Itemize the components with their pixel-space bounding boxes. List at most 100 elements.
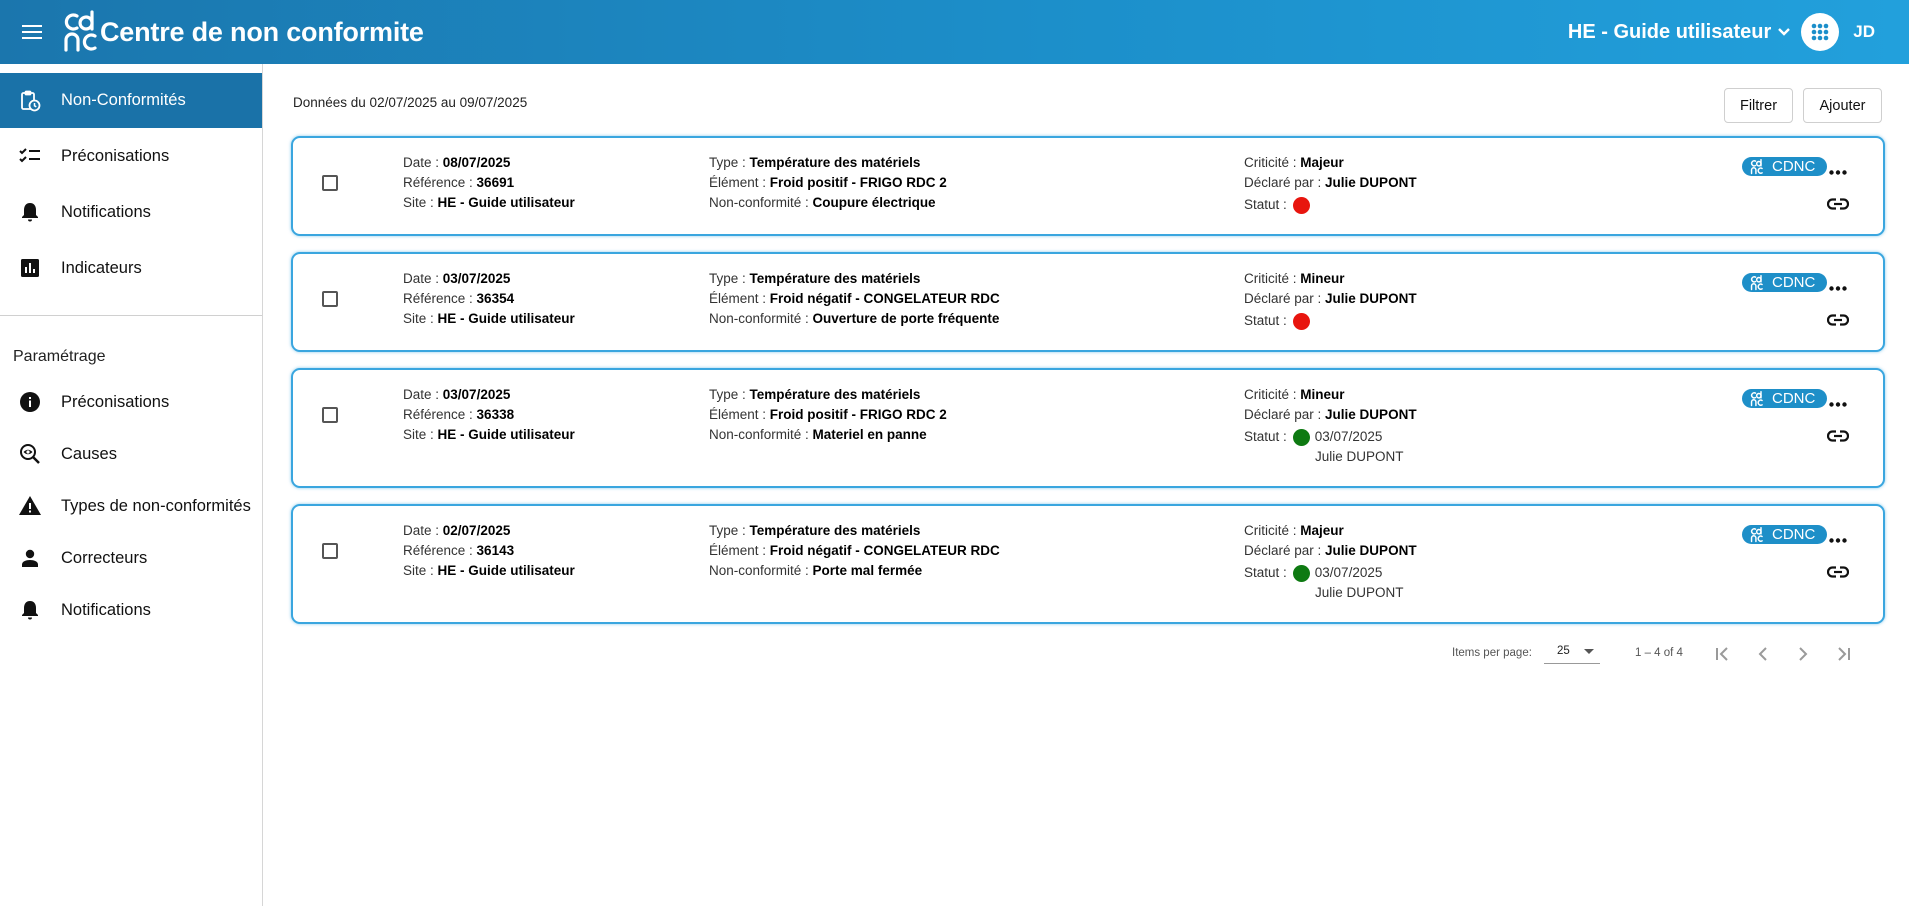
reference-row: Référence : 36338: [403, 407, 515, 422]
element-row: Élément : Froid positif - FRIGO RDC 2: [709, 175, 947, 190]
cdnc-badge[interactable]: CDNC: [1742, 389, 1828, 408]
element-row: Élément : Froid négatif - CONGELATEUR RD…: [709, 543, 1000, 558]
date-value: 03/07/2025: [442, 387, 511, 402]
criticite-row: Criticité : Majeur: [1244, 523, 1344, 538]
select-checkbox[interactable]: [322, 175, 338, 191]
sidebar-item-notifications[interactable]: Notifications: [0, 184, 262, 240]
select-checkbox[interactable]: [322, 407, 338, 423]
site-value: HE - Guide utilisateur: [437, 195, 575, 210]
page-range-label: 1 – 4 of 4: [1635, 647, 1683, 659]
link-button[interactable]: [1826, 192, 1850, 216]
apps-grid-button[interactable]: [1801, 13, 1840, 51]
record-status: Criticité : Majeur Déclaré par : Julie DU…: [1244, 153, 1417, 215]
menu-icon[interactable]: [0, 0, 64, 64]
checklist-icon: [18, 144, 42, 168]
site-selector[interactable]: HE - Guide utilisateur: [1568, 21, 1791, 44]
non-conformity-card[interactable]: Date : 02/07/2025 Référence : 36143 Site :…: [291, 504, 1885, 624]
user-avatar[interactable]: JD: [1853, 22, 1875, 41]
date-value: 03/07/2025: [442, 271, 511, 286]
first-page-icon: [1716, 647, 1728, 661]
person-icon: [18, 546, 42, 570]
status-dot: [1292, 428, 1310, 446]
sidebar-item-label: Non-Conformités: [61, 91, 186, 109]
date-row: Date : 03/07/2025: [403, 387, 511, 402]
non-conformity-card[interactable]: Date : 03/07/2025 Référence : 36338 Site :…: [291, 368, 1885, 488]
criticite-row: Criticité : Mineur: [1244, 271, 1345, 286]
previous-page-button[interactable]: [1749, 640, 1777, 668]
more-options-button[interactable]: [1826, 392, 1850, 416]
reference-row: Référence : 36691: [403, 175, 515, 190]
record-info: Date : 03/07/2025 Référence : 36354 Site :…: [403, 269, 575, 329]
sidebar-item-label: Notifications: [61, 600, 151, 619]
sidebar-item-param-preconisations[interactable]: Préconisations: [0, 376, 262, 428]
element-value: Froid négatif - CONGELATEUR RDC: [769, 543, 1000, 558]
cdnc-badge[interactable]: CDNC: [1742, 525, 1828, 544]
link-icon: [1827, 198, 1849, 210]
first-page-button[interactable]: [1709, 640, 1737, 668]
page-size-select[interactable]: 25: [1544, 638, 1600, 664]
declared-by-row: Déclaré par : Julie DUPONT: [1244, 291, 1417, 306]
sidebar-item-label: Correcteurs: [61, 548, 148, 567]
cdnc-logo-icon: [1750, 526, 1763, 542]
badge-label: CDNC: [1772, 274, 1816, 291]
last-page-icon: [1838, 647, 1850, 661]
date-range-text: Données du 02/07/2025 au 09/07/2025: [293, 95, 528, 110]
sidebar-item-param-notifications[interactable]: Notifications: [0, 584, 262, 636]
sidebar-item-causes[interactable]: Causes: [0, 428, 262, 480]
select-checkbox[interactable]: [322, 543, 338, 559]
sidebar-item-non-conformites[interactable]: Non-Conformités: [0, 73, 262, 128]
more-options-button[interactable]: [1826, 160, 1850, 184]
element-row: Élément : Froid négatif - CONGELATEUR RD…: [709, 291, 1000, 306]
reference-value: 36143: [476, 543, 515, 558]
reference-value: 36354: [476, 291, 515, 306]
link-button[interactable]: [1826, 308, 1850, 332]
sidebar-item-correcteurs[interactable]: Correcteurs: [0, 532, 262, 584]
date-value: 02/07/2025: [442, 523, 511, 538]
clipboard-clock-icon: [18, 89, 42, 113]
chevron-left-icon: [1758, 647, 1767, 661]
record-details: Type : Température des matériels Élément …: [709, 521, 1000, 581]
select-checkbox[interactable]: [322, 291, 338, 307]
next-page-button[interactable]: [1789, 640, 1817, 668]
link-button[interactable]: [1826, 560, 1850, 584]
warning-icon: [18, 494, 42, 518]
sidebar-item-indicateurs[interactable]: Indicateurs: [0, 240, 262, 296]
sidebar: Non-Conformités Préconisations Notificat…: [0, 64, 263, 906]
paginator: Items per page: 25 1 – 4 of 4: [264, 634, 1909, 674]
sidebar-item-preconisations[interactable]: Préconisations: [0, 128, 262, 184]
last-page-button[interactable]: [1829, 640, 1857, 668]
filter-button[interactable]: Filtrer: [1724, 88, 1793, 123]
record-status: Criticité : Mineur Déclaré par : Julie DU…: [1244, 269, 1417, 331]
non-conformity-card[interactable]: Date : 08/07/2025 Référence : 36691 Site :…: [291, 136, 1885, 236]
info-icon: [18, 390, 42, 414]
more-horizontal-icon: [1829, 169, 1847, 175]
sidebar-item-label: Notifications: [61, 202, 151, 221]
sidebar-item-types-non-conformites[interactable]: Types de non-conformités: [0, 480, 262, 532]
link-icon: [1827, 430, 1849, 442]
magnify-eye-icon: [18, 442, 42, 466]
app-title: Centre de non conformite: [100, 16, 424, 47]
record-info: Date : 03/07/2025 Référence : 36338 Site :…: [403, 385, 575, 445]
record-info: Date : 02/07/2025 Référence : 36143 Site :…: [403, 521, 575, 581]
declared-by-value: Julie DUPONT: [1325, 291, 1417, 306]
date-row: Date : 03/07/2025: [403, 271, 511, 286]
bell-icon: [18, 200, 42, 224]
non-conformity-card[interactable]: Date : 03/07/2025 Référence : 36354 Site :…: [291, 252, 1885, 352]
app-header: Centre de non conformite HE - Guide util…: [0, 0, 1909, 64]
type-row: Type : Température des matériels: [709, 387, 921, 402]
more-options-button[interactable]: [1826, 528, 1850, 552]
cdnc-badge[interactable]: CDNC: [1742, 273, 1828, 292]
reference-value: 36338: [476, 407, 515, 422]
cdnc-badge[interactable]: CDNC: [1742, 157, 1828, 176]
declared-by-value: Julie DUPONT: [1325, 543, 1417, 558]
link-icon: [1827, 566, 1849, 578]
element-value: Froid négatif - CONGELATEUR RDC: [769, 291, 1000, 306]
more-options-button[interactable]: [1826, 276, 1850, 300]
sidebar-section-title: Paramétrage: [13, 348, 106, 365]
type-value: Température des matériels: [749, 155, 921, 170]
status-row: Statut : 03/07/2025: [1244, 427, 1417, 447]
reference-row: Référence : 36143: [403, 543, 515, 558]
link-button[interactable]: [1826, 424, 1850, 448]
status-date: 03/07/2025: [1314, 565, 1383, 580]
add-button[interactable]: Ajouter: [1803, 88, 1882, 123]
